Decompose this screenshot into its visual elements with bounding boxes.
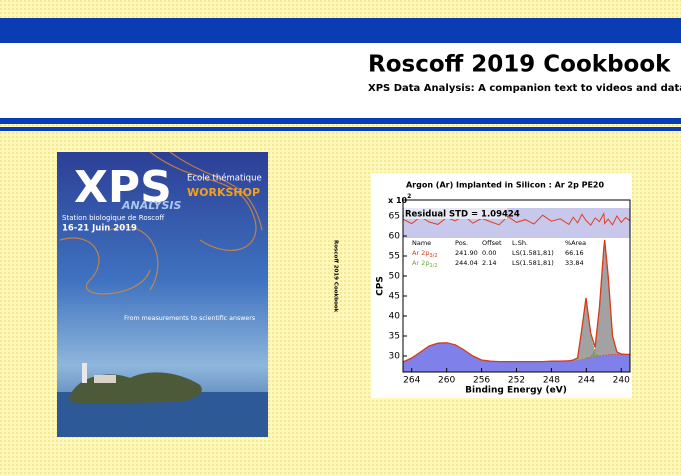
poster-dates: 16-21 Juin 2019: [62, 224, 137, 234]
header-stripe: [0, 127, 681, 131]
series-name-text: Ar 2p: [412, 259, 429, 267]
header-white: [0, 43, 681, 118]
y-multiplier: x 102: [388, 193, 411, 205]
header-stripe: [0, 118, 681, 124]
y-tick-label: 30: [389, 352, 401, 362]
series-name-sub: 1/2: [429, 263, 437, 269]
table-cell: 66.16: [565, 249, 584, 257]
spine-text: Roscoff 2019 Cookbook: [333, 240, 339, 313]
table-header: Offset: [482, 239, 502, 247]
series-name: Ar 2p1/2: [412, 259, 438, 269]
table-header: Name: [412, 239, 431, 247]
table-header: L.Sh.: [512, 239, 528, 247]
poster-tagline: From measurements to scientific answers: [124, 315, 255, 322]
poster-kind: WORKSHOP: [187, 186, 260, 199]
y-multiplier-exp: 2: [407, 193, 411, 200]
poster: XPS ANALYSIS Ecole thématique WORKSHOP S…: [57, 151, 268, 437]
table-cell: LS(1.581,81): [512, 259, 554, 267]
table-header: Pos.: [455, 239, 468, 247]
table-header: %Area: [565, 239, 586, 247]
chart-title: Argon (Ar) Implanted in Silicon : Ar 2p …: [406, 181, 605, 190]
x-tick-label: 252: [508, 376, 525, 386]
table-cell: 2.14: [482, 259, 496, 267]
y-tick-label: 65: [389, 212, 400, 222]
x-tick-label: 264: [403, 376, 420, 386]
y-tick-label: 60: [389, 232, 401, 242]
x-tick-label: 240: [613, 376, 630, 386]
poster-subtitle: ANALYSIS: [121, 199, 182, 212]
residual-label: Residual STD = 1.09424: [405, 210, 520, 220]
page-subtitle: XPS Data Analysis: A companion text to v…: [368, 83, 681, 94]
series-name: Ar 2p3/2: [412, 249, 438, 259]
residual-label-bg: [404, 208, 507, 219]
header-band: [0, 18, 681, 43]
poster-house: [94, 375, 116, 383]
x-tick-label: 248: [543, 376, 560, 386]
chart: Argon (Ar) Implanted in Silicon : Ar 2p …: [371, 173, 632, 398]
series-name-sub: 3/2: [429, 253, 437, 259]
table-cell: 33.84: [565, 259, 584, 267]
envelope-line: [402, 239, 630, 363]
x-axis-label: Binding Energy (eV): [465, 386, 567, 396]
table-cell: LS(1.581,81): [512, 249, 554, 257]
x-tick-label: 244: [578, 376, 595, 386]
poster-event: Ecole thématique: [187, 173, 262, 184]
y-tick-label: 40: [389, 312, 401, 322]
poster-venue: Station biologique de Roscoff: [62, 214, 164, 222]
series-name-text: Ar 2p: [412, 249, 429, 257]
y-tick-label: 35: [389, 332, 400, 342]
y-tick-label: 55: [389, 252, 400, 262]
table-cell: 241.90: [455, 249, 478, 257]
y-multiplier-text: x 10: [388, 196, 408, 205]
table-cell: 0.00: [482, 249, 496, 257]
poster-contours: [59, 151, 263, 295]
background-area: [403, 342, 630, 372]
residual-line: [402, 211, 631, 227]
table-cell: 244.04: [455, 259, 478, 267]
y-tick-label: 45: [389, 292, 400, 302]
page-title: Roscoff 2019 Cookbook: [368, 52, 671, 78]
y-tick-label: 50: [389, 272, 401, 282]
x-tick-label: 260: [438, 376, 455, 386]
x-tick-label: 256: [473, 376, 490, 386]
y-axis-label: CPS: [376, 276, 386, 296]
poster-lighthouse: [82, 363, 87, 383]
poster-title: XPS: [74, 162, 172, 213]
